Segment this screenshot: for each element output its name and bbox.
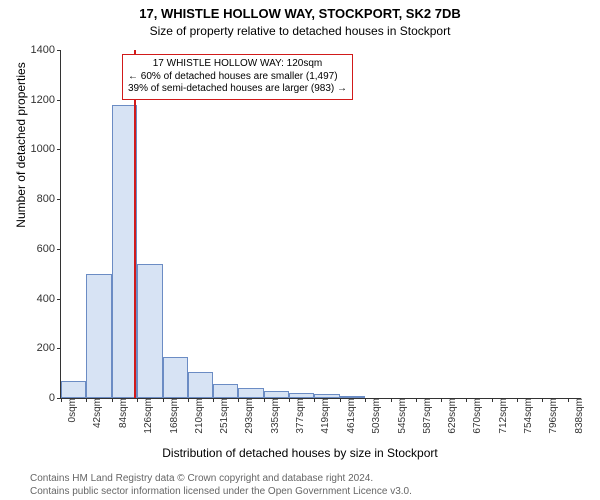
histogram-bar bbox=[340, 396, 365, 398]
x-tick-mark bbox=[86, 398, 87, 402]
histogram-bar bbox=[86, 274, 111, 398]
chart-title-sub: Size of property relative to detached ho… bbox=[0, 24, 600, 38]
x-tick-label: 419sqm bbox=[318, 398, 331, 434]
x-tick-label: 335sqm bbox=[268, 398, 281, 434]
x-tick-mark bbox=[492, 398, 493, 402]
x-tick-mark bbox=[314, 398, 315, 402]
x-tick-mark bbox=[137, 398, 138, 402]
x-tick-label: 461sqm bbox=[344, 398, 357, 434]
x-tick-label: 377sqm bbox=[293, 398, 306, 434]
y-tick-mark bbox=[57, 199, 61, 200]
x-tick-label: 126sqm bbox=[141, 398, 154, 434]
x-axis-label: Distribution of detached houses by size … bbox=[0, 446, 600, 460]
x-tick-mark bbox=[568, 398, 569, 402]
annotation-line: 17 WHISTLE HOLLOW WAY: 120sqm bbox=[128, 58, 347, 71]
x-tick-label: 712sqm bbox=[496, 398, 509, 434]
x-tick-label: 754sqm bbox=[521, 398, 534, 434]
histogram-bar bbox=[163, 357, 188, 398]
histogram-bar bbox=[238, 388, 263, 398]
histogram-bar bbox=[264, 391, 289, 398]
x-tick-label: 838sqm bbox=[572, 398, 585, 434]
y-tick-mark bbox=[57, 249, 61, 250]
x-tick-label: 293sqm bbox=[242, 398, 255, 434]
histogram-bar bbox=[188, 372, 213, 398]
footer-line-2: Contains public sector information licen… bbox=[30, 485, 412, 498]
x-tick-mark bbox=[61, 398, 62, 402]
x-tick-label: 670sqm bbox=[470, 398, 483, 434]
y-tick-mark bbox=[57, 50, 61, 51]
x-tick-mark bbox=[391, 398, 392, 402]
x-tick-mark bbox=[112, 398, 113, 402]
x-tick-label: 503sqm bbox=[369, 398, 382, 434]
x-tick-label: 545sqm bbox=[395, 398, 408, 434]
x-tick-label: 587sqm bbox=[420, 398, 433, 434]
x-tick-mark bbox=[163, 398, 164, 402]
y-axis-label: Number of detached properties bbox=[14, 0, 28, 319]
histogram-bar bbox=[137, 264, 162, 398]
x-tick-label: 0sqm bbox=[65, 398, 78, 422]
chart-title-main: 17, WHISTLE HOLLOW WAY, STOCKPORT, SK2 7… bbox=[0, 6, 600, 21]
x-tick-label: 796sqm bbox=[546, 398, 559, 434]
footer-line-1: Contains HM Land Registry data © Crown c… bbox=[30, 472, 412, 485]
property-marker-line bbox=[134, 50, 136, 398]
y-tick-mark bbox=[57, 348, 61, 349]
histogram-bar bbox=[314, 394, 339, 398]
annotation-line: 39% of semi-detached houses are larger (… bbox=[128, 83, 347, 96]
footer-attribution: Contains HM Land Registry data © Crown c… bbox=[30, 472, 412, 498]
histogram-bar bbox=[213, 384, 238, 398]
x-tick-label: 251sqm bbox=[217, 398, 230, 434]
x-tick-mark bbox=[466, 398, 467, 402]
x-tick-label: 168sqm bbox=[167, 398, 180, 434]
x-tick-mark bbox=[238, 398, 239, 402]
x-tick-label: 210sqm bbox=[192, 398, 205, 434]
chart-container: 17, WHISTLE HOLLOW WAY, STOCKPORT, SK2 7… bbox=[0, 0, 600, 500]
x-tick-mark bbox=[416, 398, 417, 402]
x-tick-mark bbox=[264, 398, 265, 402]
y-tick-mark bbox=[57, 100, 61, 101]
plot-area: 02004006008001000120014000sqm42sqm84sqm1… bbox=[60, 50, 581, 399]
x-tick-label: 629sqm bbox=[445, 398, 458, 434]
x-tick-mark bbox=[542, 398, 543, 402]
x-tick-mark bbox=[213, 398, 214, 402]
x-tick-label: 42sqm bbox=[90, 398, 103, 428]
x-tick-mark bbox=[289, 398, 290, 402]
annotation-line: ← 60% of detached houses are smaller (1,… bbox=[128, 71, 347, 84]
y-tick-mark bbox=[57, 149, 61, 150]
x-tick-mark bbox=[188, 398, 189, 402]
x-tick-mark bbox=[517, 398, 518, 402]
histogram-bar bbox=[61, 381, 86, 398]
x-tick-mark bbox=[441, 398, 442, 402]
x-tick-label: 84sqm bbox=[116, 398, 129, 428]
x-tick-mark bbox=[340, 398, 341, 402]
histogram-bar bbox=[289, 393, 314, 398]
y-tick-mark bbox=[57, 299, 61, 300]
annotation-box: 17 WHISTLE HOLLOW WAY: 120sqm← 60% of de… bbox=[122, 54, 353, 100]
x-tick-mark bbox=[365, 398, 366, 402]
